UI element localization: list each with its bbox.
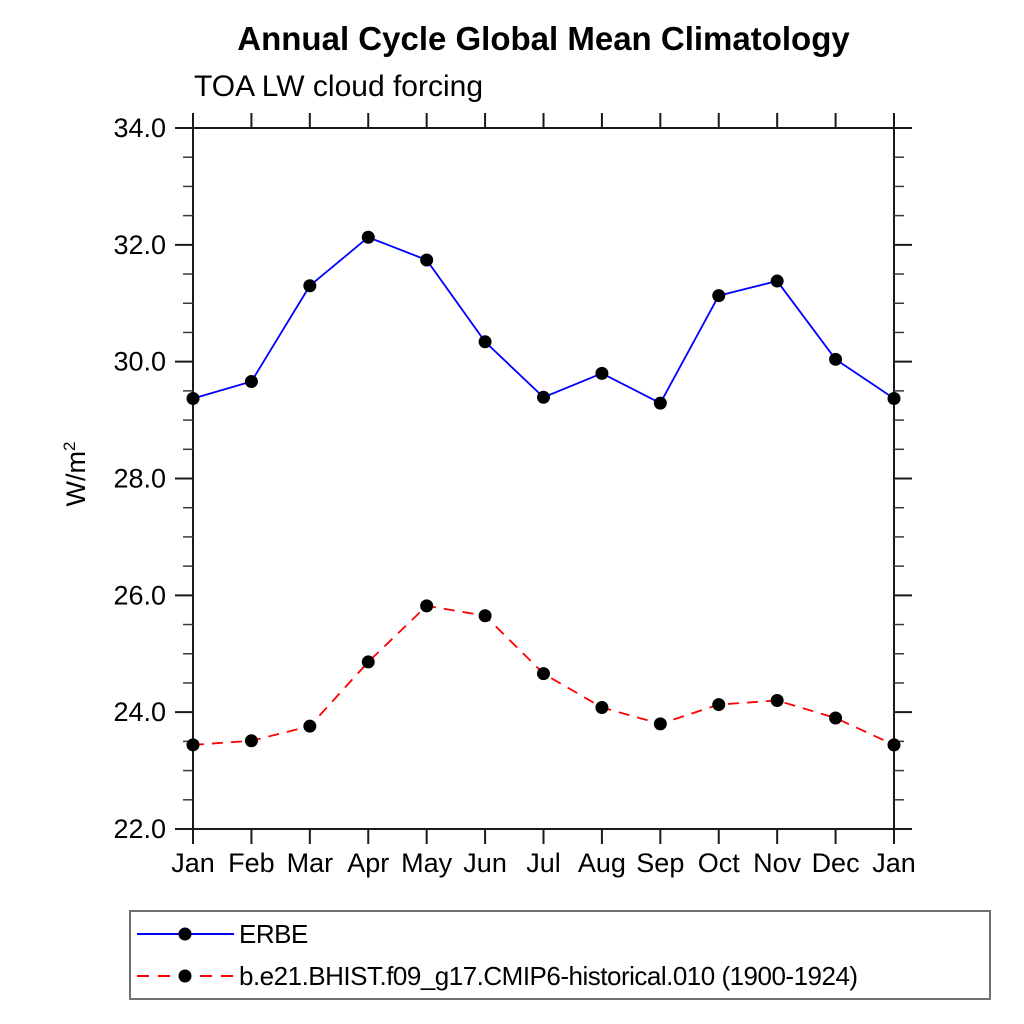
data-point [595, 700, 609, 714]
x-tick-label: Aug [578, 848, 626, 878]
x-tick-label: Dec [812, 848, 860, 878]
data-point [653, 396, 667, 410]
y-axis: 22.0 24.0 26.0 28.0 30.0 32.0 34.0 [113, 113, 912, 844]
y-tick-label: 28.0 [113, 464, 166, 494]
data-point [244, 734, 258, 748]
legend-item-erbe: ERBE [136, 913, 989, 955]
y-tick-label: 26.0 [113, 580, 166, 610]
data-point [829, 711, 843, 725]
y-tick-label: 22.0 [113, 814, 166, 844]
legend-label-model: b.e21.BHIST.f09_g17.CMIP6-historical.010… [239, 960, 858, 991]
x-tick-label: May [401, 848, 453, 878]
legend-box: ERBE b.e21.BHIST.f09_g17.CMIP6-historica… [129, 910, 991, 1000]
data-point [244, 375, 258, 389]
data-point [712, 289, 726, 303]
legend-marker-dot [178, 927, 192, 941]
data-point [887, 391, 901, 405]
y-tick-label: 34.0 [113, 113, 166, 143]
data-point [829, 352, 843, 366]
x-tick-label: Apr [347, 848, 389, 878]
legend-sample-solid-line [137, 927, 234, 941]
data-point [420, 599, 434, 613]
data-point [770, 274, 784, 288]
data-point [478, 609, 492, 623]
data-point [420, 253, 434, 267]
data-point [712, 698, 726, 712]
x-tick-label: Oct [698, 848, 741, 878]
data-point [595, 366, 609, 380]
chart-title: Annual Cycle Global Mean Climatology [237, 20, 850, 57]
x-tick-label: Mar [287, 848, 334, 878]
data-point [537, 390, 550, 404]
data-point [361, 230, 375, 244]
data-point [887, 738, 901, 752]
data-point [361, 655, 375, 669]
series-model [186, 599, 901, 752]
data-point [770, 693, 784, 707]
x-tick-label: Sep [636, 848, 684, 878]
series-line [192, 236, 895, 405]
data-point [186, 738, 200, 752]
x-tick-label: Nov [753, 848, 802, 878]
y-tick-label: 30.0 [113, 347, 166, 377]
legend-marker-dot [178, 969, 192, 983]
data-point [303, 279, 317, 293]
x-tick-label: Jun [463, 848, 507, 878]
y-tick-label: 32.0 [113, 230, 166, 260]
x-tick-label: Jan [171, 848, 215, 878]
legend-sample-dashed-line [137, 969, 234, 983]
plot-frame [192, 127, 895, 830]
data-point [186, 391, 200, 405]
data-point [303, 719, 317, 733]
y-tick-label: 24.0 [113, 697, 166, 727]
data-point [537, 667, 550, 681]
legend-item-model: b.e21.BHIST.f09_g17.CMIP6-historical.010… [136, 955, 989, 997]
x-tick-label: Jan [872, 848, 916, 878]
data-point [653, 717, 667, 731]
x-tick-label: Jul [526, 848, 561, 878]
chart-subtitle: TOA LW cloud forcing [194, 70, 484, 103]
x-tick-label: Feb [228, 848, 275, 878]
series-erbe [186, 230, 901, 410]
data-point [478, 335, 492, 349]
legend-label-erbe: ERBE [239, 918, 308, 949]
x-axis: Jan Feb Mar Apr May Jun Jul Aug Sep Oct Nov Dec Jan [171, 113, 916, 878]
